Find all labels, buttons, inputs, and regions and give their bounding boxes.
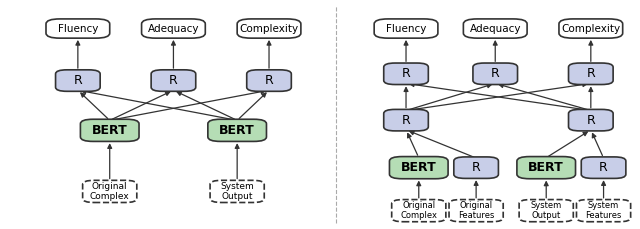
Text: R: R [599, 161, 608, 174]
FancyBboxPatch shape [463, 19, 527, 38]
FancyBboxPatch shape [210, 180, 264, 202]
FancyBboxPatch shape [208, 119, 266, 142]
FancyBboxPatch shape [559, 19, 623, 38]
FancyBboxPatch shape [449, 199, 503, 222]
FancyBboxPatch shape [568, 63, 613, 85]
Text: Adequacy: Adequacy [148, 24, 199, 33]
Text: System
Output: System Output [531, 201, 562, 220]
FancyBboxPatch shape [81, 119, 139, 142]
Text: R: R [402, 67, 410, 80]
Text: Complexity: Complexity [239, 24, 299, 33]
FancyBboxPatch shape [473, 63, 518, 85]
FancyBboxPatch shape [141, 19, 205, 38]
FancyBboxPatch shape [454, 157, 499, 178]
FancyBboxPatch shape [151, 70, 196, 91]
Text: Fluency: Fluency [386, 24, 426, 33]
Text: Original
Complex: Original Complex [90, 182, 129, 201]
Text: System
Output: System Output [220, 182, 254, 201]
FancyBboxPatch shape [517, 157, 575, 179]
FancyBboxPatch shape [568, 109, 613, 131]
Text: BERT: BERT [529, 161, 564, 174]
Text: BERT: BERT [92, 124, 127, 137]
FancyBboxPatch shape [237, 19, 301, 38]
Text: BERT: BERT [401, 161, 436, 174]
FancyBboxPatch shape [577, 199, 630, 222]
Text: R: R [586, 67, 595, 80]
FancyBboxPatch shape [581, 157, 626, 178]
Text: R: R [586, 114, 595, 127]
Text: System
Features: System Features [586, 201, 621, 220]
Text: Original
Features: Original Features [458, 201, 494, 220]
Text: R: R [402, 114, 410, 127]
FancyBboxPatch shape [374, 19, 438, 38]
FancyBboxPatch shape [56, 70, 100, 91]
Text: Fluency: Fluency [58, 24, 98, 33]
Text: R: R [169, 74, 178, 87]
Text: Adequacy: Adequacy [470, 24, 521, 33]
FancyBboxPatch shape [83, 180, 137, 202]
Text: Complexity: Complexity [561, 24, 620, 33]
Text: R: R [472, 161, 481, 174]
Text: R: R [265, 74, 273, 87]
Text: Original
Complex: Original Complex [400, 201, 437, 220]
FancyBboxPatch shape [392, 199, 446, 222]
FancyBboxPatch shape [384, 63, 428, 85]
FancyBboxPatch shape [519, 199, 573, 222]
FancyBboxPatch shape [246, 70, 291, 91]
FancyBboxPatch shape [384, 109, 428, 131]
FancyBboxPatch shape [390, 157, 448, 179]
Text: R: R [491, 67, 500, 80]
Text: BERT: BERT [220, 124, 255, 137]
Text: R: R [74, 74, 82, 87]
FancyBboxPatch shape [46, 19, 109, 38]
